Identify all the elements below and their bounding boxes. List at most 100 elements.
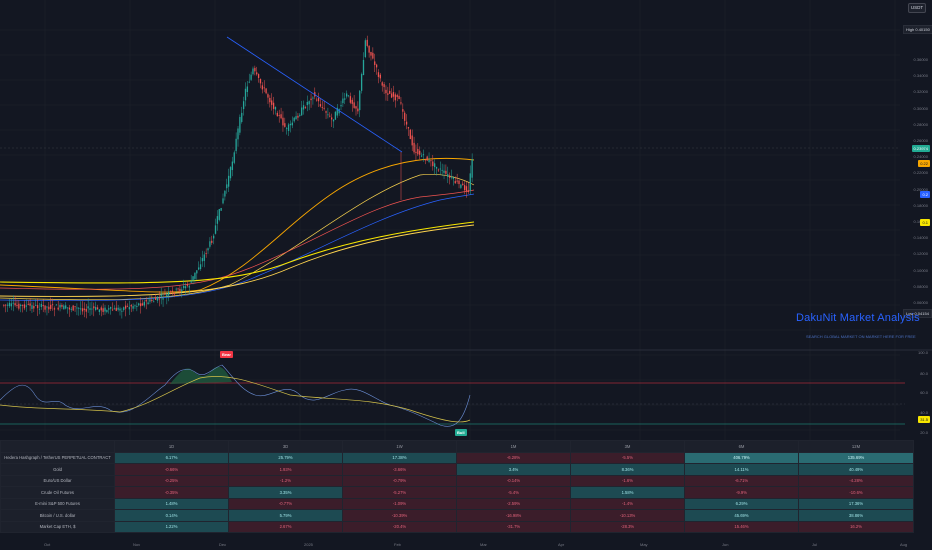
candle-body: [76, 307, 78, 309]
candle-body: [124, 305, 127, 309]
candle-body: [259, 78, 262, 84]
candle-body: [299, 114, 301, 116]
time-axis-label: Feb: [394, 542, 401, 547]
candle-body: [400, 102, 402, 104]
time-axis-label: Mar: [480, 542, 487, 547]
candle-body: [278, 115, 280, 116]
brand-tagline: SEARCH GLOBAL MARKET ON MARKET HERE FOR …: [806, 334, 916, 339]
table-cell: -31.7%: [456, 520, 571, 533]
candle-body: [156, 296, 159, 301]
table-cell: -0.25%: [114, 474, 229, 487]
candle-body: [254, 67, 256, 72]
candle-body: [465, 186, 468, 192]
candle-body: [231, 161, 234, 171]
candle-body: [271, 100, 273, 105]
candle-body: [179, 288, 181, 292]
table-cell: -0.77%: [228, 497, 343, 510]
candle-body: [78, 307, 80, 309]
candle-body: [316, 99, 318, 101]
candle-body: [257, 74, 260, 78]
table-header-cell: 1D: [114, 440, 229, 453]
overbought-fill: [170, 366, 232, 384]
candle-body: [398, 95, 400, 100]
oscillator-tick-label: 100.0: [917, 350, 928, 355]
table-header-row: 1D 3D 1W 1M 3M 6M 12M: [0, 440, 914, 453]
candle-body: [312, 97, 314, 99]
table-cell: 406.79%: [684, 451, 799, 464]
candle-body: [201, 258, 204, 262]
high-value: 0.40150: [915, 27, 930, 32]
candle-body: [381, 82, 383, 86]
table-cell: 17.38%: [342, 451, 457, 464]
table-header-cell: 12M: [798, 440, 914, 453]
time-axis[interactable]: Oct Nov Dec 2025 Feb Mar Apr May Jun Jul Aug: [0, 541, 932, 550]
table-cell: 0.14%: [114, 509, 229, 522]
currency-badge[interactable]: USDT: [908, 3, 926, 13]
candle-body: [181, 289, 183, 292]
candle-body: [119, 308, 121, 311]
table-cell: -6.71%: [684, 474, 799, 487]
candle-body: [250, 74, 252, 80]
candle-body: [334, 111, 337, 120]
candle-body: [405, 121, 408, 125]
candle-body: [184, 286, 187, 289]
table-cell: -9.9%: [684, 486, 799, 499]
candle-body: [437, 169, 440, 171]
candle-body: [345, 93, 348, 97]
candle-body: [229, 167, 232, 179]
price-tick-label: 0.24000: [913, 154, 928, 160]
candle-body: [289, 123, 292, 126]
table-row-symbol: E-mini S&P 500 Futures: [0, 497, 115, 510]
table-header-cell: 3M: [570, 440, 685, 453]
candle-body: [308, 101, 310, 105]
candle-body: [31, 305, 33, 309]
price-tick-label: 0.22000: [913, 170, 928, 176]
table-cell: -20.4%: [342, 520, 457, 533]
candle-body: [471, 158, 473, 178]
candle-body: [389, 90, 391, 94]
candle-body: [430, 160, 432, 162]
candle-body: [241, 112, 243, 122]
candle-body: [8, 302, 11, 307]
moving-average-line: [0, 224, 475, 297]
candle-body: [351, 99, 353, 104]
candle-body: [123, 307, 125, 310]
candle-body: [452, 177, 455, 179]
candle-body: [411, 135, 413, 146]
candle-body: [136, 306, 138, 307]
candle-body: [104, 307, 106, 312]
candle-body: [145, 300, 147, 302]
candle-body: [194, 272, 196, 279]
table-header-cell: 1W: [342, 440, 457, 453]
candle-body: [102, 308, 104, 312]
candle-body: [244, 88, 247, 101]
candle-body: [6, 304, 9, 306]
candle-body: [377, 72, 380, 77]
table-cell: 45.69%: [684, 509, 799, 522]
candle-body: [327, 114, 329, 116]
time-axis-label: Aug: [900, 542, 908, 547]
candle-body: [18, 303, 20, 309]
candle-body: [141, 303, 144, 306]
table-row: Crude Oil Futures -0.35% 3.35% -5.27% -5.4% 1…: [0, 486, 914, 499]
candle-body: [237, 128, 239, 140]
low-label: Low: [906, 311, 914, 316]
table-cell: -5.5%: [570, 451, 685, 464]
candle-body: [29, 303, 31, 306]
candle-body: [390, 93, 393, 98]
candle-body: [460, 184, 462, 188]
candle-body: [357, 108, 359, 112]
candle-body: [242, 101, 245, 110]
table-cell: -1.2%: [228, 474, 343, 487]
table-header-cell: 1M: [456, 440, 571, 453]
candle-body: [3, 304, 5, 306]
candle-body: [139, 303, 142, 307]
candle-body: [235, 138, 237, 152]
candle-body: [115, 307, 117, 311]
candle-body: [375, 64, 378, 68]
candle-body: [441, 169, 443, 171]
price-tick-label: 0.32000: [913, 89, 928, 95]
time-axis-label: Apr: [558, 542, 565, 547]
candle-body: [428, 159, 430, 162]
